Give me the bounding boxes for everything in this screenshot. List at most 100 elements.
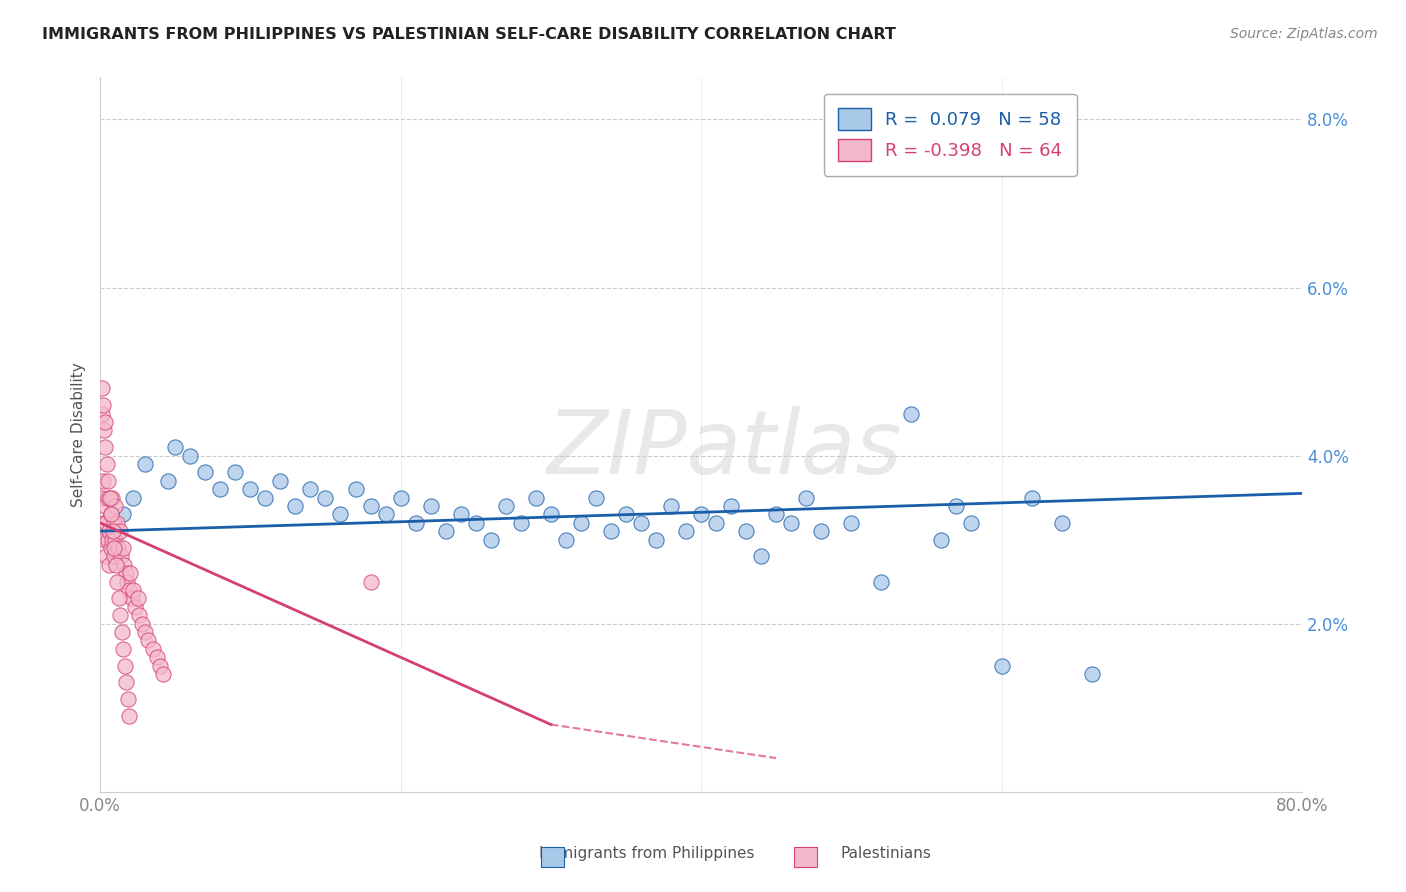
Point xyxy=(794,491,817,505)
Point xyxy=(569,516,592,530)
Point xyxy=(540,508,562,522)
Point xyxy=(91,474,114,488)
Point xyxy=(870,574,893,589)
Point xyxy=(1021,491,1043,505)
Point xyxy=(96,457,118,471)
Point xyxy=(209,482,232,496)
Point xyxy=(224,466,246,480)
Point xyxy=(101,533,124,547)
Point xyxy=(114,658,136,673)
Point xyxy=(100,508,122,522)
Point xyxy=(659,499,682,513)
Text: Immigrants from Philippines: Immigrants from Philippines xyxy=(538,846,755,861)
Point xyxy=(165,440,187,454)
Point xyxy=(114,566,136,581)
Point xyxy=(131,616,153,631)
Point xyxy=(111,541,134,555)
Point xyxy=(585,491,607,505)
Point xyxy=(94,549,117,564)
Point xyxy=(389,491,412,505)
Point xyxy=(120,566,142,581)
Point xyxy=(91,516,114,530)
Point xyxy=(614,508,637,522)
Point xyxy=(479,533,502,547)
Point xyxy=(101,491,124,505)
Point xyxy=(931,533,953,547)
Point xyxy=(152,667,174,681)
Point xyxy=(110,549,132,564)
Point xyxy=(93,415,115,429)
Point xyxy=(675,524,697,539)
Point xyxy=(94,440,117,454)
Point xyxy=(107,541,129,555)
Point xyxy=(299,482,322,496)
Point xyxy=(98,558,121,572)
Point xyxy=(112,641,135,656)
Point xyxy=(118,709,141,723)
Point xyxy=(945,499,967,513)
Text: ZIPatlas: ZIPatlas xyxy=(547,406,903,491)
Point xyxy=(134,625,156,640)
Point xyxy=(124,599,146,614)
Point xyxy=(405,516,427,530)
Point xyxy=(735,524,758,539)
Point xyxy=(112,558,135,572)
Point xyxy=(645,533,668,547)
Point xyxy=(108,524,131,539)
Point xyxy=(254,491,277,505)
Point xyxy=(93,499,115,513)
Point xyxy=(115,675,138,690)
Point xyxy=(146,650,169,665)
Point xyxy=(100,508,122,522)
Point xyxy=(103,549,125,564)
Point xyxy=(780,516,803,530)
Point xyxy=(464,516,486,530)
Text: Palestinians: Palestinians xyxy=(841,846,931,861)
Point xyxy=(839,516,862,530)
Point xyxy=(419,499,441,513)
Point xyxy=(97,474,120,488)
Point xyxy=(269,474,291,488)
Point xyxy=(156,474,179,488)
Point xyxy=(94,516,117,530)
Point xyxy=(344,482,367,496)
Point xyxy=(93,423,115,437)
Point xyxy=(90,381,112,395)
Point xyxy=(115,574,138,589)
Point xyxy=(91,398,114,412)
Point xyxy=(117,692,139,706)
Point xyxy=(1050,516,1073,530)
Legend: R =  0.079   N = 58, R = -0.398   N = 64: R = 0.079 N = 58, R = -0.398 N = 64 xyxy=(824,94,1077,176)
Point xyxy=(990,658,1012,673)
Point xyxy=(111,625,134,640)
Point xyxy=(329,508,352,522)
Point xyxy=(1080,667,1102,681)
Point xyxy=(104,499,127,513)
Point xyxy=(900,407,922,421)
Point xyxy=(142,641,165,656)
Point xyxy=(749,549,772,564)
Point xyxy=(434,524,457,539)
Point xyxy=(122,491,145,505)
Point xyxy=(374,508,396,522)
Point xyxy=(284,499,307,513)
Point xyxy=(194,466,217,480)
Point xyxy=(107,574,129,589)
Point xyxy=(239,482,262,496)
Point xyxy=(97,491,120,505)
Point xyxy=(103,541,125,555)
Point xyxy=(704,516,727,530)
Point xyxy=(104,533,127,547)
Point xyxy=(103,516,125,530)
Point xyxy=(108,591,131,606)
Point xyxy=(98,524,121,539)
Point xyxy=(690,508,713,522)
Point xyxy=(960,516,983,530)
Point xyxy=(122,582,145,597)
Point xyxy=(127,591,149,606)
Y-axis label: Self-Care Disability: Self-Care Disability xyxy=(72,362,86,507)
Point xyxy=(101,524,124,539)
Point xyxy=(495,499,517,513)
Point xyxy=(134,457,156,471)
Point xyxy=(630,516,652,530)
